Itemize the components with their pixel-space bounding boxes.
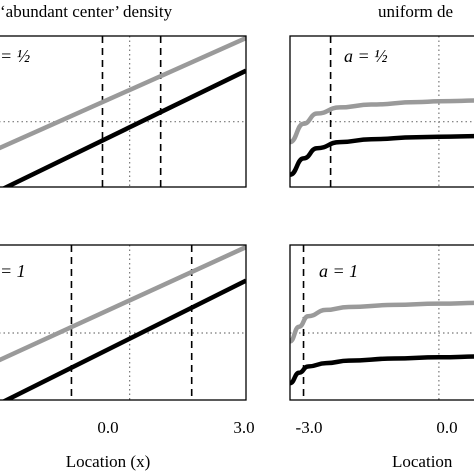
panel-bottom-left	[0, 244, 247, 401]
gray-series-line	[0, 36, 246, 151]
panel-label-top-right: a = ½	[344, 46, 388, 66]
left-x-axis-label: Location (x)	[66, 452, 151, 471]
plot-area	[290, 245, 474, 400]
panel-label-top-left: = ½	[0, 46, 31, 66]
panel-label-bottom-left: = 1	[0, 261, 26, 281]
black-series-line	[1, 278, 246, 400]
gray-series-line	[0, 245, 246, 363]
plot-area	[0, 245, 246, 400]
panel-frame	[289, 244, 474, 401]
right-column-title: uniform de	[378, 2, 453, 21]
panel-frame	[0, 244, 247, 401]
right-tick-minus3: -3.0	[296, 418, 323, 437]
gray-series-line	[290, 300, 474, 344]
panel-top-left	[0, 35, 247, 188]
left-tick-0: 0.0	[97, 418, 118, 437]
left-column-title: ‘abundant center’ density	[0, 2, 173, 21]
black-series-line	[290, 354, 474, 386]
panel-label-bottom-right: a = 1	[319, 261, 358, 281]
gray-series-line	[290, 98, 474, 145]
plot-area	[290, 36, 474, 187]
left-tick-3: 3.0	[233, 418, 254, 437]
right-x-axis-label: Location	[392, 452, 453, 471]
black-series-line	[290, 133, 474, 178]
right-tick-0: 0.0	[436, 418, 457, 437]
panel-frame	[289, 35, 474, 188]
panel-frame	[0, 35, 247, 188]
panel-bottom-right	[289, 244, 474, 401]
plot-area	[0, 36, 246, 187]
black-series-line	[1, 68, 246, 187]
panel-top-right	[289, 35, 474, 188]
